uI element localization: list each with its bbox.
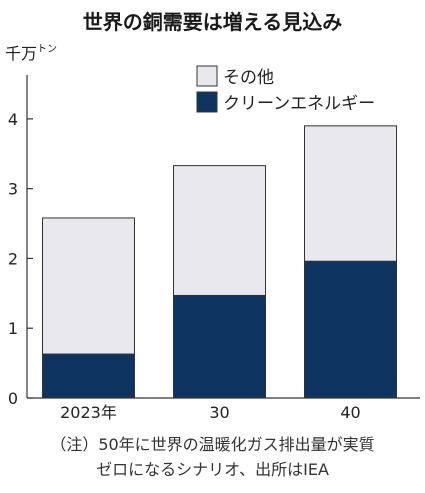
- x-tick-label: 30: [209, 403, 229, 422]
- legend-swatch-other: [196, 65, 218, 87]
- y-tick-label: 3: [8, 180, 18, 199]
- unit-main: 千万: [5, 44, 38, 63]
- unit-label: 千万トン: [5, 40, 57, 64]
- x-tick-label: 40: [340, 403, 360, 422]
- y-tick-label: 1: [8, 319, 18, 338]
- unit-small: トン: [37, 44, 58, 55]
- chart-title: 世界の銅需要は増える見込み: [82, 10, 343, 34]
- y-tick-label: 4: [8, 110, 18, 129]
- bar-other: [304, 125, 397, 262]
- bar-clean-energy: [42, 353, 135, 399]
- footnote-line-2: ゼロになるシナリオ、出所はIEA: [96, 460, 329, 479]
- footnote-line-1: （注）50年に世界の温暖化ガス排出量が実質: [50, 435, 375, 454]
- bar-other: [42, 217, 135, 355]
- x-tick-label: 2023年: [60, 403, 117, 422]
- legend-label-other: その他: [223, 68, 274, 88]
- legend-label-clean-energy: クリーンエネルギー: [223, 94, 375, 114]
- bar-other: [173, 165, 266, 296]
- bar-clean-energy: [304, 260, 397, 399]
- y-tick-label: 2: [8, 249, 18, 268]
- legend-swatch-clean-energy: [196, 91, 218, 113]
- bar-clean-energy: [173, 294, 266, 399]
- y-tick-label: 0: [8, 389, 18, 408]
